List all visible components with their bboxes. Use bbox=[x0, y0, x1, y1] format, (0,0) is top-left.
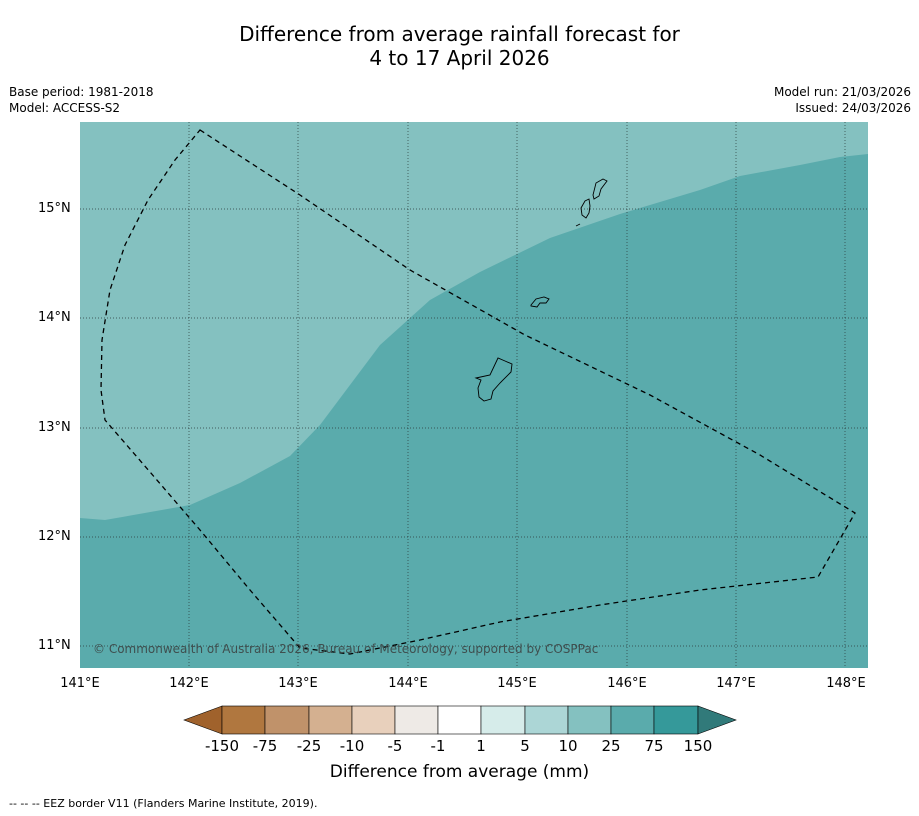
colorbar-label: -1 bbox=[430, 737, 446, 755]
colorbar-segment-4 bbox=[351, 705, 396, 735]
islands bbox=[474, 178, 608, 402]
colorbar bbox=[183, 705, 737, 735]
colorbar-segment-12 bbox=[697, 705, 737, 735]
colorbar-segment-5 bbox=[394, 705, 439, 735]
meta-right: Model run: 21/03/2026 Issued: 24/03/2026 bbox=[774, 84, 911, 116]
colorbar-segment-6 bbox=[437, 705, 482, 735]
lon-tick-141: 141°E bbox=[60, 676, 100, 691]
island-saipan bbox=[592, 178, 608, 200]
colorbar-label: -25 bbox=[296, 737, 322, 755]
lat-tick-11: 11°N bbox=[38, 638, 71, 653]
lon-tick-148: 148°E bbox=[826, 676, 866, 691]
colorbar-segment-3 bbox=[308, 705, 353, 735]
colorbar-title: Difference from average (mm) bbox=[329, 762, 590, 782]
colorbar-label: -75 bbox=[252, 737, 278, 755]
model-name: Model: ACCESS-S2 bbox=[9, 101, 121, 115]
chart-title: Difference from average rainfall forecas… bbox=[0, 22, 919, 70]
colorbar-segment-11 bbox=[653, 705, 699, 735]
lon-tick-146: 146°E bbox=[607, 676, 647, 691]
colorbar-label: -150 bbox=[204, 737, 240, 755]
colorbar-label: 75 bbox=[644, 737, 664, 755]
colorbar-label: 150 bbox=[683, 737, 713, 755]
island-guam bbox=[474, 357, 513, 402]
colorbar-label: -10 bbox=[339, 737, 365, 755]
colorbar-segment-9 bbox=[567, 705, 612, 735]
colorbar-segment-8 bbox=[524, 705, 569, 735]
lon-tick-144: 144°E bbox=[388, 676, 428, 691]
colorbar-segment-0 bbox=[183, 705, 223, 735]
colorbar-segment-7 bbox=[480, 705, 526, 735]
colorbar-label: 10 bbox=[558, 737, 578, 755]
lat-tick-12: 12°N bbox=[38, 529, 71, 544]
colorbar-segment-1 bbox=[221, 705, 266, 735]
colorbar-segment-2 bbox=[264, 705, 310, 735]
title-line-1: Difference from average rainfall forecas… bbox=[239, 22, 680, 46]
island-tinian bbox=[580, 198, 591, 219]
colorbar-label: 5 bbox=[520, 737, 530, 755]
map-area-dark bbox=[80, 154, 868, 668]
lat-tick-15: 15°N bbox=[38, 201, 71, 216]
meta-left: Base period: 1981-2018 Model: ACCESS-S2 bbox=[9, 84, 154, 116]
footer-note: -- -- -- EEZ border V11 (Flanders Marine… bbox=[9, 797, 318, 810]
model-run: Model run: 21/03/2026 bbox=[773, 85, 911, 99]
base-period: Base period: 1981-2018 bbox=[9, 85, 154, 99]
lon-tick-142: 142°E bbox=[169, 676, 209, 691]
lat-tick-14: 14°N bbox=[38, 310, 71, 325]
island-farallon bbox=[575, 223, 581, 227]
lon-tick-147: 147°E bbox=[716, 676, 756, 691]
lon-tick-143: 143°E bbox=[278, 676, 318, 691]
island-rota bbox=[530, 296, 550, 308]
colorbar-label: 25 bbox=[601, 737, 621, 755]
colorbar-segment-10 bbox=[610, 705, 655, 735]
gridlines bbox=[80, 122, 868, 668]
eez-border bbox=[100, 129, 856, 655]
title-line-2: 4 to 17 April 2026 bbox=[369, 46, 550, 70]
lon-tick-145: 145°E bbox=[497, 676, 537, 691]
issued-date: Issued: 24/03/2026 bbox=[795, 101, 911, 115]
colorbar-label: 1 bbox=[476, 737, 486, 755]
copyright-notice: © Commonwealth of Australia 2026, Bureau… bbox=[93, 642, 599, 656]
colorbar-label: -5 bbox=[387, 737, 403, 755]
lat-tick-13: 13°N bbox=[38, 420, 71, 435]
